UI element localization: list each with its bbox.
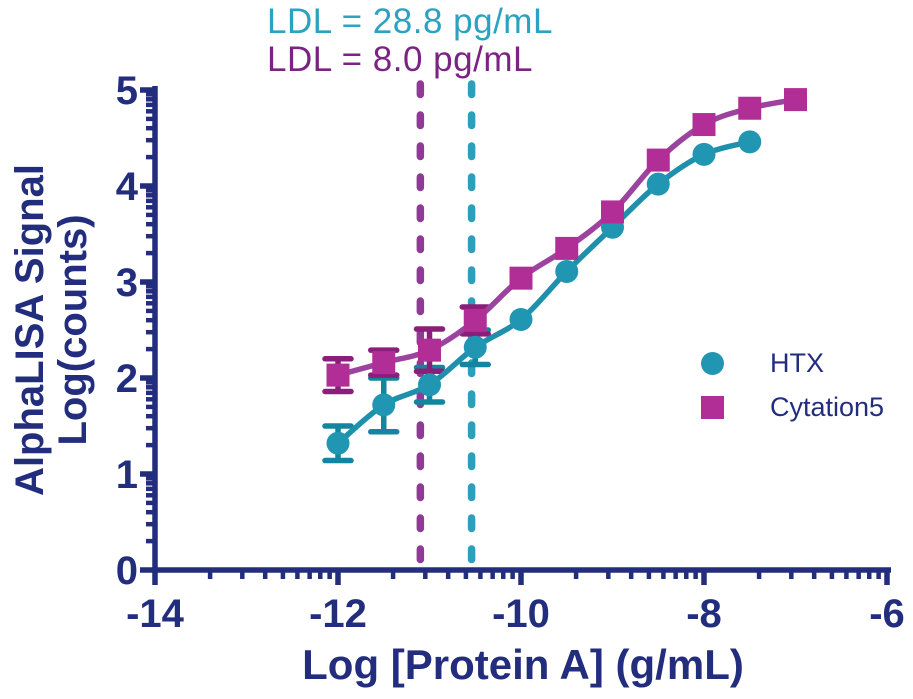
htx-data-point <box>646 172 670 196</box>
cytation5-square-marker-icon <box>701 395 724 419</box>
htx-data-point <box>463 335 487 359</box>
htx-fit-curve <box>335 139 753 447</box>
legend-label-cytation5: Cytation5 <box>770 391 885 422</box>
x-tick-label: -10 <box>492 592 550 636</box>
y-axis-title: AlphaLISA Signal Log(counts) <box>8 50 95 610</box>
cytation5-data-point <box>555 236 579 260</box>
y-tick-label: 0 <box>116 549 138 593</box>
cytation5-data-point <box>738 96 762 120</box>
cytation5-data-point <box>692 113 716 137</box>
htx-data-point <box>692 142 716 166</box>
y-tick-labels: 0 1 2 3 4 5 <box>116 69 139 593</box>
htx-circle-marker-icon <box>701 351 724 375</box>
legend-item-cytation5: Cytation5 <box>701 385 884 429</box>
cytation5-data-points <box>326 88 807 387</box>
y-axis-ticks <box>140 87 155 573</box>
cytation5-data-point <box>372 351 396 375</box>
legend-label-htx: HTX <box>770 347 824 378</box>
x-tick-label: -12 <box>309 592 367 636</box>
cytation5-data-point <box>418 338 441 362</box>
x-tick-label: -6 <box>869 592 905 636</box>
htx-data-point <box>418 373 441 397</box>
y-tick-label: 5 <box>116 69 138 113</box>
cytation5-data-point <box>463 308 487 332</box>
cytation5-data-point <box>326 363 350 387</box>
cytation5-data-point <box>646 148 670 172</box>
y-tick-label: 2 <box>116 357 138 401</box>
x-tick-label: -14 <box>126 592 185 636</box>
cytation5-data-point <box>601 200 624 224</box>
cytation5-data-point <box>509 266 533 290</box>
x-tick-labels: -14 -12 -10 -8 -6 <box>126 592 905 636</box>
y-tick-label: 3 <box>116 261 138 305</box>
cytation5-data-point <box>784 88 807 112</box>
y-axis-title-line2: Log(counts) <box>51 214 95 446</box>
legend: HTX Cytation5 <box>701 341 884 429</box>
y-tick-label: 4 <box>116 165 139 209</box>
x-tick-label: -8 <box>686 592 722 636</box>
legend-item-htx: HTX <box>701 341 884 385</box>
ldl-annotation-htx: LDL = 28.8 pg/mL <box>267 2 553 41</box>
y-tick-label: 1 <box>116 453 138 497</box>
x-axis-ticks <box>152 570 890 585</box>
htx-data-point <box>326 431 350 455</box>
htx-data-points <box>326 130 762 455</box>
htx-data-point <box>372 393 396 417</box>
htx-data-point <box>555 259 579 283</box>
htx-data-point <box>738 130 762 154</box>
htx-data-point <box>509 307 533 331</box>
ldl-annotation-cytation5: LDL = 8.0 pg/mL <box>267 40 533 79</box>
x-axis-title: Log [Protein A] (g/mL) <box>302 641 744 688</box>
y-axis-title-line1: AlphaLISA Signal <box>8 164 52 496</box>
